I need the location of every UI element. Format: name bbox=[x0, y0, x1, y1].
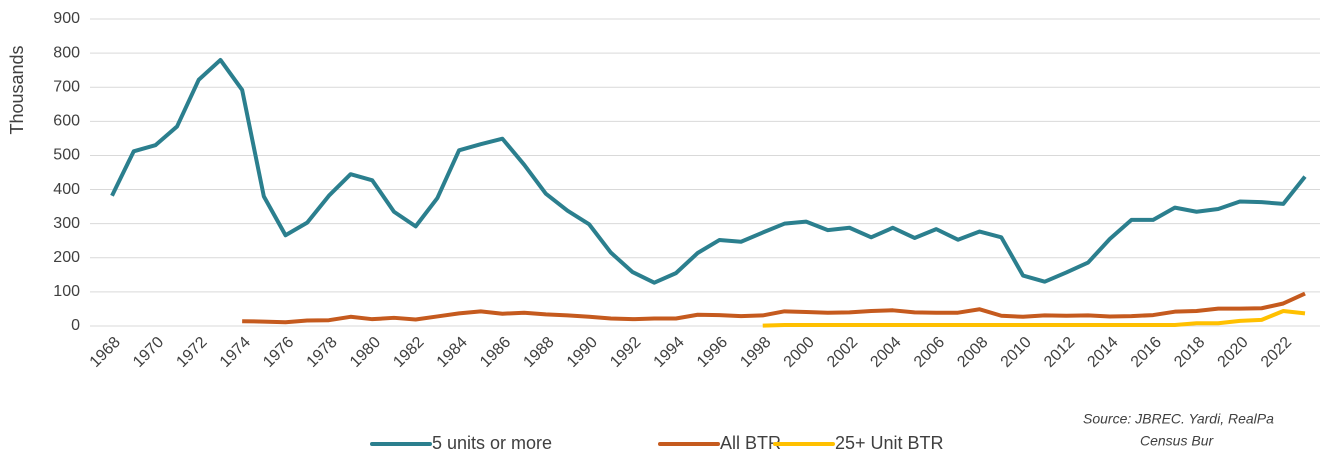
y-axis-label: Thousands bbox=[7, 45, 27, 134]
x-tick-label: 1986 bbox=[477, 334, 514, 371]
x-tick-label: 1988 bbox=[520, 334, 557, 371]
series-line bbox=[110, 57, 1307, 285]
y-tick-label: 300 bbox=[53, 215, 80, 232]
x-tick-label: 2022 bbox=[1258, 334, 1295, 371]
x-tick-label: 1978 bbox=[304, 334, 341, 371]
x-tick-label: 1992 bbox=[607, 334, 644, 371]
x-tick-label: 2008 bbox=[954, 334, 991, 371]
x-tick-label: 2006 bbox=[911, 334, 948, 371]
x-tick-label: 1974 bbox=[217, 334, 254, 371]
x-tick-label: 1984 bbox=[434, 334, 471, 371]
x-tick-label: 1982 bbox=[390, 334, 427, 371]
series-line bbox=[242, 291, 1306, 325]
y-tick-label: 700 bbox=[53, 78, 80, 95]
y-tick-label: 800 bbox=[53, 44, 80, 61]
x-tick-label: 2012 bbox=[1041, 334, 1078, 371]
x-tick-label: 2004 bbox=[867, 334, 904, 371]
x-tick-label: 2016 bbox=[1128, 334, 1165, 371]
y-tick-label: 600 bbox=[53, 113, 80, 130]
legend-label: 5 units or more bbox=[432, 433, 552, 453]
x-tick-label: 2010 bbox=[998, 334, 1035, 371]
source-note: Source: JBREC. Yardi, RealPa bbox=[1083, 411, 1274, 427]
x-tick-label: 2018 bbox=[1171, 334, 1208, 371]
x-tick-label: 2002 bbox=[824, 334, 861, 371]
x-tick-label: 1970 bbox=[130, 334, 167, 371]
y-tick-label: 100 bbox=[53, 283, 80, 300]
x-tick-label: 1972 bbox=[173, 334, 210, 371]
y-tick-label: 0 bbox=[71, 317, 80, 334]
legend-label: All BTR bbox=[720, 433, 781, 453]
source-note: Census Bur bbox=[1140, 433, 1214, 449]
y-tick-label: 900 bbox=[53, 10, 80, 27]
x-tick-label: 2014 bbox=[1084, 334, 1121, 371]
x-tick-label: 1976 bbox=[260, 334, 297, 371]
x-tick-label: 1980 bbox=[347, 334, 384, 371]
x-tick-label: 2000 bbox=[781, 334, 818, 371]
x-tick-label: 1998 bbox=[737, 334, 774, 371]
x-tick-label: 1994 bbox=[651, 334, 688, 371]
x-tick-label: 1996 bbox=[694, 334, 731, 371]
legend-label: 25+ Unit BTR bbox=[835, 433, 944, 453]
y-tick-label: 200 bbox=[53, 249, 80, 266]
x-tick-label: 1968 bbox=[87, 334, 124, 371]
series-line bbox=[762, 308, 1306, 328]
x-tick-label: 2020 bbox=[1215, 334, 1252, 371]
y-tick-label: 400 bbox=[53, 181, 80, 198]
y-tick-label: 500 bbox=[53, 147, 80, 164]
x-tick-label: 1990 bbox=[564, 334, 601, 371]
